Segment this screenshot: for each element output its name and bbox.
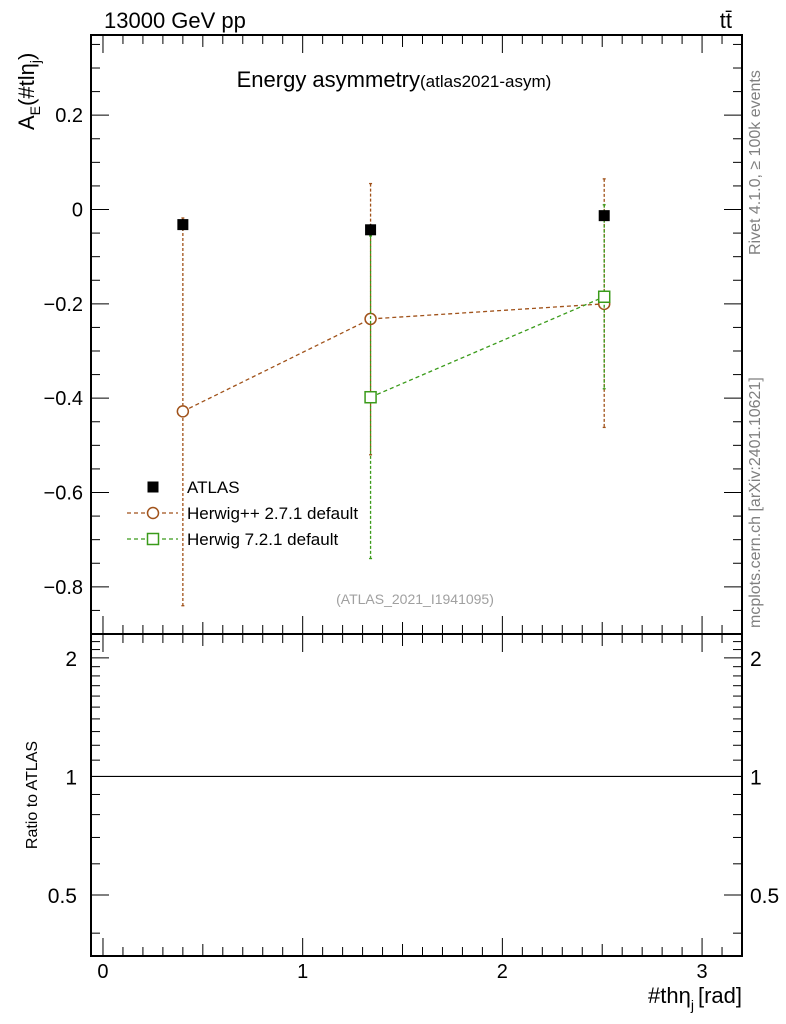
ratio-y-tick-label-right: 2 xyxy=(750,648,762,671)
data-point xyxy=(176,405,190,418)
series-line xyxy=(370,296,605,398)
main-x-axis-ticks xyxy=(102,35,743,634)
legend-label-herwigpp: Herwig++ 2.7.1 default xyxy=(187,504,358,523)
header-energy-label: 13000 GeV pp xyxy=(104,8,246,33)
data-point xyxy=(177,219,189,231)
legend: ATLAS Herwig++ 2.7.1 default Herwig 7.2.… xyxy=(127,478,358,549)
ratio-panel: 2 2 1 1 0.5 0.5 0 1 2 3 Ratio to ATLAS #thηj [rad… xyxy=(24,633,779,1013)
y-tick-label: −0.8 xyxy=(44,577,83,599)
data-point xyxy=(597,290,611,304)
legend-label-herwig7: Herwig 7.2.1 default xyxy=(187,530,338,549)
y-label-paren: (#tlη xyxy=(14,63,39,106)
x-tick-label: 1 xyxy=(297,961,308,983)
ratio-y-tick-label-left: 0.5 xyxy=(48,885,77,908)
legend-marker xyxy=(146,532,160,546)
x-label-main: #thη xyxy=(648,983,691,1008)
y-label-sub-e: E xyxy=(27,106,43,115)
data-point xyxy=(598,210,610,222)
x-label-unit: [rad] xyxy=(698,983,742,1008)
y-tick-label: −0.4 xyxy=(44,388,83,410)
mcplots-label: mcplots.cern.ch [arXiv:2401.10621] xyxy=(747,377,764,628)
legend-entries xyxy=(127,481,178,546)
legend-marker xyxy=(147,481,159,493)
main-panel: 0.2 0 −0.2 −0.4 −0.6 −0.8 Energy asymmetry (a… xyxy=(14,34,743,635)
svg-text:AE(#tlηj): AE(#tlηj) xyxy=(14,53,43,130)
ratio-y-tick-label-left: 2 xyxy=(65,648,77,671)
ratio-y-tick-label-left: 1 xyxy=(65,766,77,789)
series-2 xyxy=(364,204,611,560)
x-axis-label: #thηj [rad] xyxy=(648,983,742,1013)
y-label-sub-j: j xyxy=(27,60,43,64)
legend-marker xyxy=(146,506,160,520)
y-tick-label: 0 xyxy=(72,200,83,222)
ratio-y-axis-label: Ratio to ATLAS xyxy=(24,741,41,849)
data-point xyxy=(364,390,377,404)
series-layer xyxy=(176,178,611,607)
data-point xyxy=(365,224,377,236)
ratio-panel-frame xyxy=(90,633,743,957)
ratio-y-tick-label-right: 0.5 xyxy=(750,885,779,908)
y-tick-label: −0.6 xyxy=(44,483,83,505)
series-line xyxy=(182,303,605,412)
ratio-x-axis-ticks xyxy=(102,634,743,956)
rivet-version-label: Rivet 4.1.0, ≥ 100k events xyxy=(747,70,764,255)
chart-subtitle: (atlas2021-asym) xyxy=(420,72,551,91)
y-label-close: ) xyxy=(14,53,39,60)
main-y-axis-ticks xyxy=(91,43,742,635)
legend-label-atlas: ATLAS xyxy=(187,478,240,497)
x-tick-label: 3 xyxy=(696,961,707,983)
chart-title: Energy asymmetry xyxy=(237,67,420,92)
ratio-y-axis-ticks xyxy=(91,641,742,934)
ratio-y-axis-tick-labels: 2 2 1 1 0.5 0.5 xyxy=(48,648,779,908)
ratio-x-axis-tick-labels: 0 1 2 3 xyxy=(97,961,707,983)
y-tick-label: −0.2 xyxy=(44,294,83,316)
analysis-watermark: (ATLAS_2021_I1941095) xyxy=(336,591,494,607)
y-label-main: A xyxy=(14,115,39,130)
y-tick-label: 0.2 xyxy=(55,105,83,127)
series-0 xyxy=(177,210,610,236)
x-tick-label: 2 xyxy=(497,961,508,983)
header-process-label: tt̄ xyxy=(720,8,732,33)
x-tick-label: 0 xyxy=(97,961,108,983)
main-y-axis-tick-labels: 0.2 0 −0.2 −0.4 −0.6 −0.8 xyxy=(44,105,83,599)
x-label-sub: j xyxy=(690,997,694,1013)
main-y-axis-label: AE(#tlηj) xyxy=(14,53,43,130)
ratio-y-tick-label-right: 1 xyxy=(750,766,762,789)
